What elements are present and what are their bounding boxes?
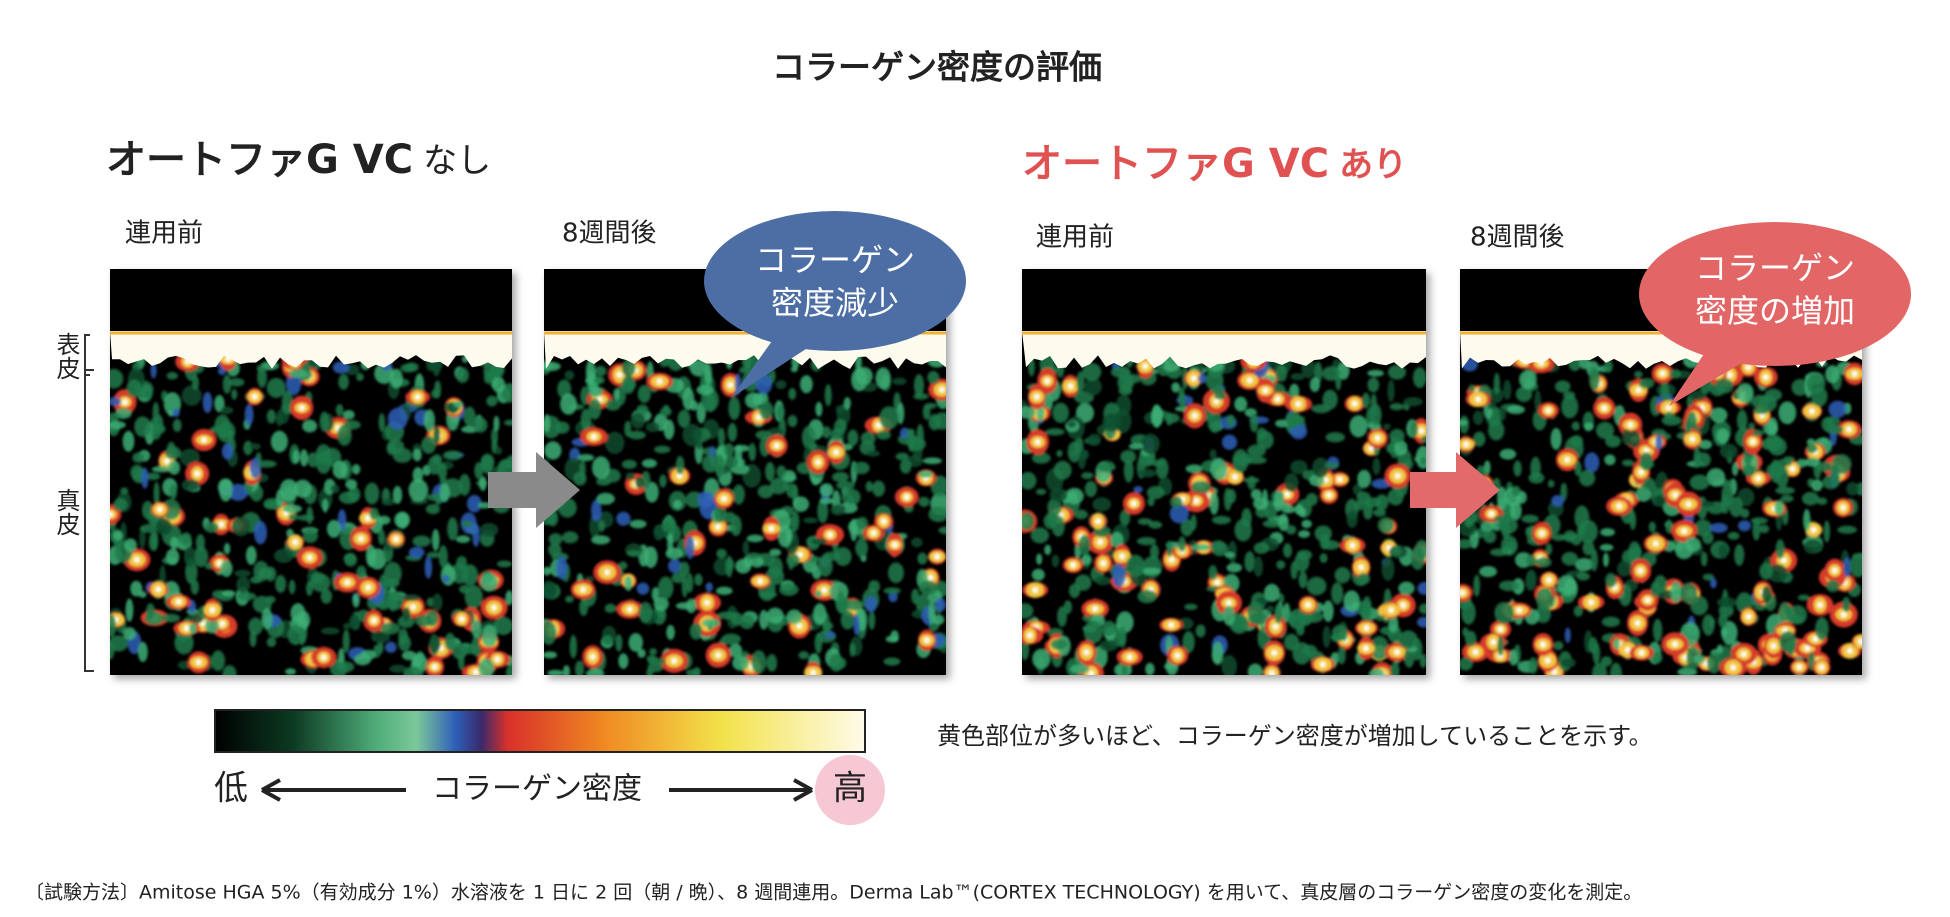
micrograph (110, 269, 512, 675)
speech-bubble: コラーゲン 密度減少 (704, 211, 966, 398)
footnote: 〔試験方法〕Amitose HGA 5%（有効成分 1%）水溶液を 1 日に 2… (25, 882, 1642, 904)
group-heading: オートファG VC あり (1022, 141, 1407, 187)
micrograph-image (110, 269, 512, 675)
condition: あり (1339, 145, 1407, 185)
panel-label: 8週間後 (1470, 223, 1565, 253)
layer-label: 表皮 (52, 332, 80, 380)
note: 黄色部位が多いほど、コラーゲン密度が増加していることを示す。 (937, 722, 1653, 750)
highlight-circle (815, 755, 885, 825)
speech-bubble: コラーゲン 密度の増加 (1639, 222, 1911, 406)
bubble-text: 密度の増加 (1695, 292, 1855, 330)
micrograph-image (1022, 269, 1426, 675)
bubble-text: 密度減少 (771, 284, 899, 322)
legend-arrow (669, 778, 813, 802)
bubble-text: コラーゲン (755, 241, 915, 279)
color-scale (214, 709, 866, 753)
panel-label: 連用前 (1036, 223, 1114, 253)
legend-low: 低 (214, 769, 248, 809)
legend-arrow (261, 778, 406, 802)
legend-high: 高 (833, 769, 867, 809)
product-name: オートファG VC (106, 137, 413, 183)
arrow (488, 452, 580, 528)
arrow (1410, 452, 1500, 528)
layer-label: 真皮 (52, 488, 80, 536)
group-heading: オートファG VC なし (106, 137, 491, 183)
micrograph (1022, 269, 1426, 675)
layer-bracket (84, 334, 94, 672)
legend-label: コラーゲン密度 (432, 772, 642, 807)
panel-label: 連用前 (125, 219, 203, 249)
title: コラーゲン密度の評価 (772, 48, 1102, 87)
condition: なし (423, 141, 491, 181)
panel-label: 8週間後 (562, 219, 657, 249)
product-name: オートファG VC (1022, 141, 1329, 187)
bubble-text: コラーゲン (1695, 249, 1855, 287)
panels (110, 269, 1862, 675)
